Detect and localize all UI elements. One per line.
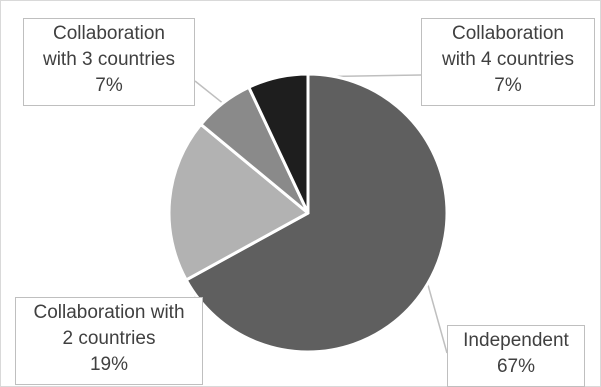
data-label-4-countries-line2: with 4 countries [441,49,574,70]
pie-slice-4-countries [247,72,310,215]
leader-line-independent [426,283,448,354]
data-label-3-countries-line1: Collaboration [53,23,165,44]
data-label-3-countries-line2: with 3 countries [42,49,175,70]
data-label-4-countries: Collaboration with 4 countries 7% [421,18,595,106]
pie-slice-independent [184,72,449,354]
leader-line-3-countries [194,80,224,104]
pie-slices [167,72,449,354]
data-label-4-countries-value: 7% [494,75,522,96]
data-label-3-countries-value: 7% [95,75,123,96]
data-label-4-countries-line1: Collaboration [452,23,564,44]
pie-slice-2-countries [167,122,310,282]
data-label-independent-value: 67% [496,356,536,377]
data-label-2-countries-value: 19% [89,354,129,375]
data-label-2-countries: Collaboration with 2 countries 19% [15,297,203,385]
data-label-independent: Independent 67% [447,325,585,387]
data-label-2-countries-line1: Collaboration with [33,302,185,323]
data-label-independent-name: Independent [463,330,569,351]
data-label-2-countries-line2: 2 countries [62,328,156,349]
data-label-3-countries: Collaboration with 3 countries 7% [23,18,195,106]
